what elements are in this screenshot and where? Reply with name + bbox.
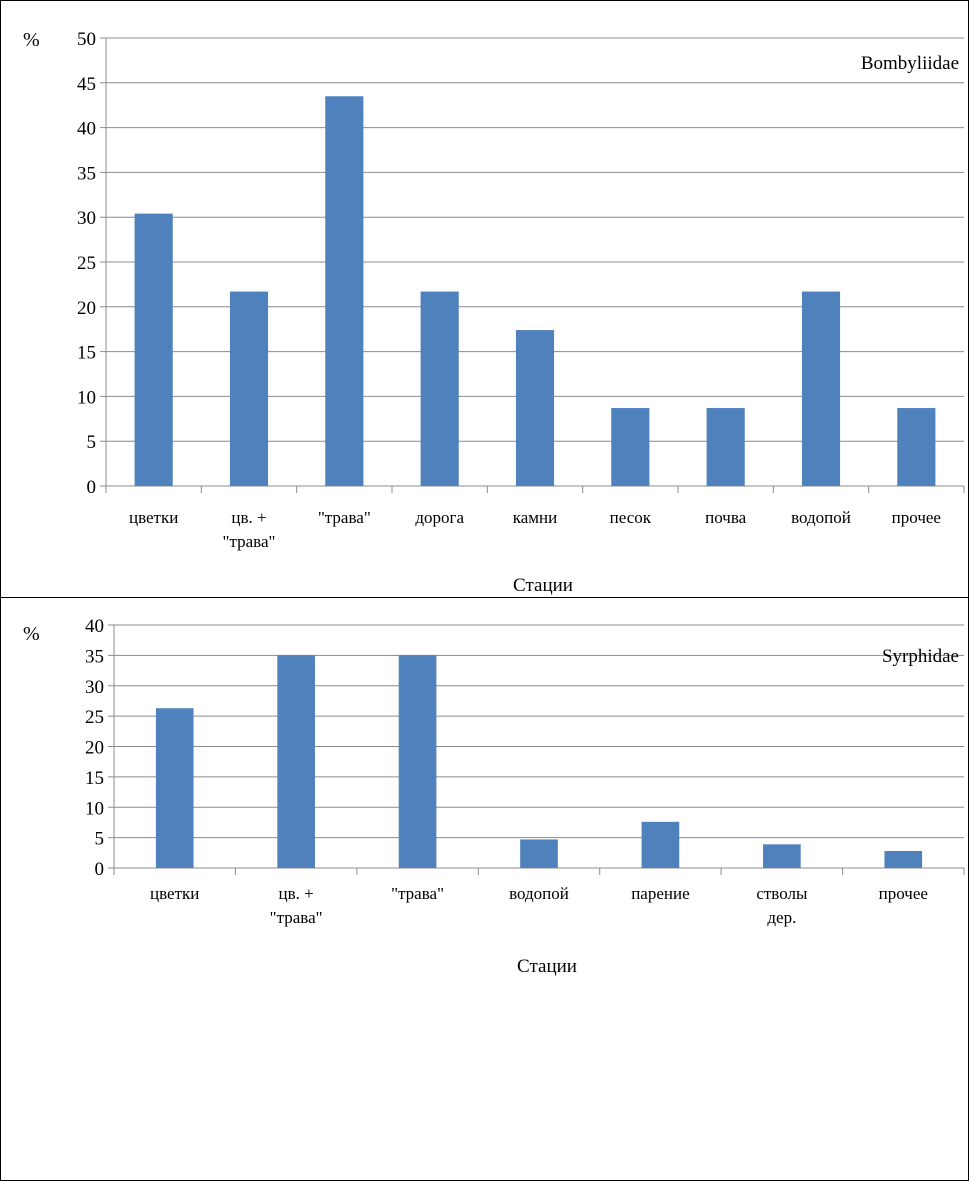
- x-tick-label: дорога: [415, 508, 464, 527]
- x-tick-label: водопой: [791, 508, 851, 527]
- bar: [611, 408, 650, 486]
- chart-title: Bombyliidae: [861, 53, 959, 74]
- y-tick-label: 35: [77, 163, 96, 184]
- bar: [763, 844, 801, 868]
- x-tick-label: цветки: [129, 508, 178, 527]
- y-tick-label: 40: [85, 616, 104, 637]
- bar: [801, 291, 841, 486]
- y-tick-label: 0: [95, 859, 105, 880]
- x-tick-label: песок: [610, 508, 652, 527]
- y-tick-label: 45: [77, 74, 96, 95]
- y-tick-label: 10: [85, 798, 104, 819]
- bar: [515, 330, 555, 486]
- y-tick-label: 20: [85, 738, 104, 759]
- x-tick-label: цв. +: [279, 884, 314, 903]
- y-tick-label: 40: [77, 119, 96, 140]
- x-tick-label: "трава": [391, 884, 444, 903]
- x-tick-label: "трава": [223, 532, 276, 551]
- y-tick-label: 5: [95, 829, 105, 850]
- y-tick-label: 10: [77, 387, 96, 408]
- y-tick-label: 30: [77, 208, 96, 229]
- x-tick-label: прочее: [892, 508, 941, 527]
- chart-title: Syrphidae: [882, 646, 959, 667]
- y-tick-label: 5: [87, 432, 97, 453]
- bar: [706, 408, 745, 486]
- bar: [155, 708, 194, 868]
- bar: [277, 655, 315, 868]
- x-tick-label: камни: [513, 508, 558, 527]
- x-tick-label: цв. +: [231, 508, 266, 527]
- y-unit-label: %: [23, 29, 40, 51]
- y-tick-label: 30: [85, 677, 104, 698]
- chart-panel-bombyliidae: 0 5 10 15 20 25 30 35 40 45 50 цветки цв. + "трава" "т…: [0, 0, 969, 598]
- chart-panel-syrphidae: 0 5 10 15 20 25 30 35 40 цветки цв. + "трава" "трава…: [0, 597, 969, 1181]
- x-tick-label: водопой: [509, 884, 569, 903]
- bar: [420, 291, 459, 486]
- bar: [325, 96, 364, 487]
- x-tick-label: "трава": [318, 508, 371, 527]
- x-tick-label: "трава": [270, 908, 323, 927]
- y-tick-label: 20: [77, 298, 96, 319]
- bar: [520, 839, 558, 868]
- y-tick-label: 25: [77, 253, 96, 274]
- bar: [897, 408, 936, 486]
- bar: [134, 213, 173, 486]
- x-tick-label: парение: [631, 884, 689, 903]
- bar: [398, 655, 437, 868]
- y-tick-label: 15: [77, 343, 96, 364]
- x-axis-label: Стации: [517, 956, 577, 977]
- y-unit-label: %: [23, 623, 40, 645]
- bar: [229, 291, 269, 486]
- chart-bombyliidae: 0 5 10 15 20 25 30 35 40 45 50 цветки цв. + "трава" "т…: [23, 29, 965, 596]
- x-tick-label: почва: [705, 508, 747, 527]
- x-axis-label: Стации: [513, 575, 573, 596]
- x-tick-label: стволы: [756, 884, 808, 903]
- bar: [641, 821, 680, 868]
- x-tick-label: прочее: [879, 884, 928, 903]
- x-tick-label: дер.: [767, 908, 796, 927]
- y-tick-label: 25: [85, 707, 104, 728]
- y-tick-label: 50: [77, 29, 96, 50]
- chart-syrphidae: 0 5 10 15 20 25 30 35 40 цветки цв. + "трава" "трава…: [23, 616, 965, 977]
- y-tick-label: 15: [85, 768, 104, 789]
- y-tick-label: 35: [85, 646, 104, 667]
- y-tick-label: 0: [87, 477, 97, 498]
- bar: [884, 850, 923, 868]
- x-tick-label: цветки: [150, 884, 199, 903]
